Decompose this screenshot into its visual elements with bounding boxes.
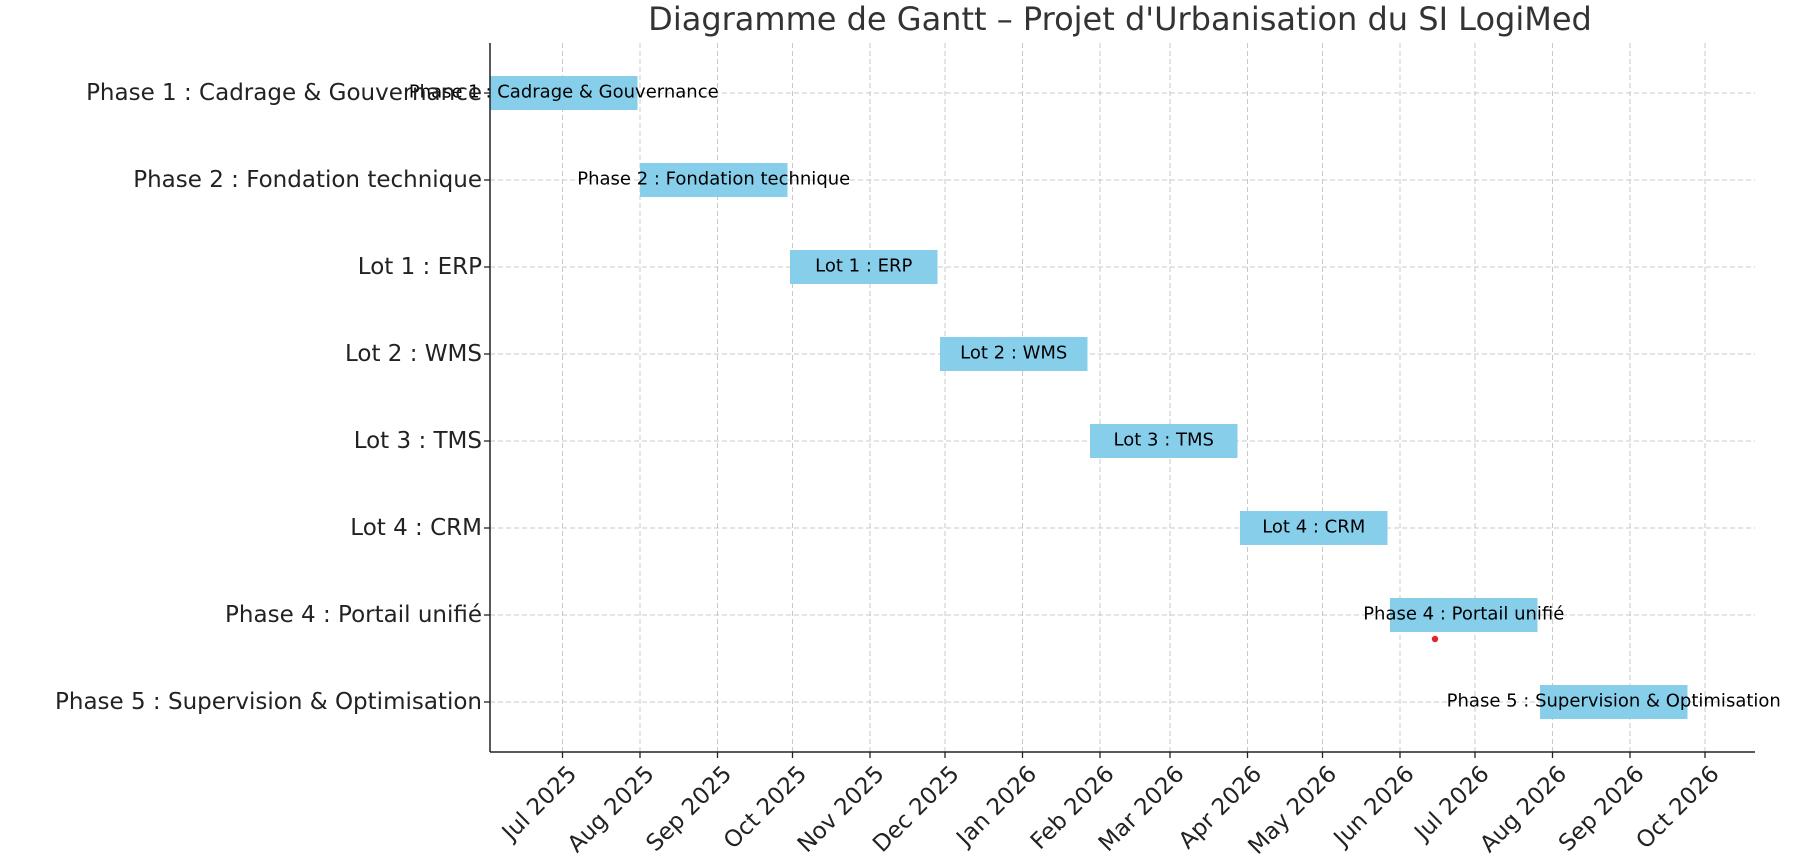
- gantt-bar-lot-3-tms: [1090, 424, 1238, 458]
- gantt-bar-lot-1-erp: [790, 250, 938, 284]
- x-tick-label: Sep 2026: [1554, 761, 1650, 857]
- bar-label-lot-4-crm: Lot 4 : CRM: [1262, 517, 1365, 538]
- x-tick-label: Jun 2026: [1328, 761, 1420, 853]
- bar-label-phase-1-cadrage-gouvernance: Phase 1 : Cadrage & Gouvernance: [409, 82, 719, 103]
- bar-label-phase-2-fondation-technique: Phase 2 : Fondation technique: [577, 169, 850, 190]
- gantt-bar-phase-2-fondation-technique: [640, 163, 788, 197]
- y-tick-label-lot-1-erp: Lot 1 : ERP: [358, 254, 482, 280]
- y-tick-label-lot-3-tms: Lot 3 : TMS: [354, 428, 482, 454]
- bars-layer: [490, 76, 1688, 719]
- axes: [489, 43, 1755, 753]
- bar-label-lot-1-erp: Lot 1 : ERP: [815, 256, 912, 277]
- chart-title: Diagramme de Gantt – Projet d'Urbanisati…: [648, 0, 1592, 38]
- bar-labels-layer: Phase 1 : Cadrage & Gouvernance Phase 2 :…: [409, 82, 1781, 712]
- markers-layer: [1431, 635, 1439, 643]
- grid-layer: [490, 43, 1755, 752]
- gantt-bar-lot-2-wms: [940, 337, 1088, 371]
- y-tick-labels: Phase 1 : Cadrage & Gouvernance Phase 2 :…: [55, 80, 490, 715]
- bar-label-phase-5-supervision-optimisation: Phase 5 : Supervision & Optimisation: [1447, 691, 1781, 712]
- y-tick-label-lot-4-crm: Lot 4 : CRM: [350, 515, 482, 541]
- x-tick-label: Sep 2025: [641, 761, 737, 857]
- y-tick-label-phase-5-supervision-optimisation: Phase 5 : Supervision & Optimisation: [55, 689, 482, 715]
- milestone-marker: [1431, 635, 1439, 643]
- y-tick-label-phase-1-cadrage-gouvernance: Phase 1 : Cadrage & Gouvernance: [86, 80, 482, 106]
- gantt-bar-lot-4-crm: [1240, 511, 1388, 545]
- y-tick-label-lot-2-wms: Lot 2 : WMS: [345, 341, 482, 367]
- bar-label-lot-2-wms: Lot 2 : WMS: [960, 343, 1067, 364]
- x-tick-label: Oct 2026: [1631, 761, 1724, 854]
- gantt-bar-phase-1-cadrage-gouvernance: [490, 76, 638, 110]
- y-tick-label-phase-4-portail-unifie: Phase 4 : Portail unifié: [225, 602, 482, 628]
- gantt-bar-phase-5-supervision-optimisation: [1540, 685, 1688, 719]
- bar-label-phase-4-portail-unifie: Phase 4 : Portail unifié: [1363, 604, 1564, 625]
- y-tick-label-phase-2-fondation-technique: Phase 2 : Fondation technique: [133, 167, 482, 193]
- gantt-bar-phase-4-portail-unifie: [1390, 598, 1538, 632]
- bar-label-lot-3-tms: Lot 3 : TMS: [1114, 430, 1214, 451]
